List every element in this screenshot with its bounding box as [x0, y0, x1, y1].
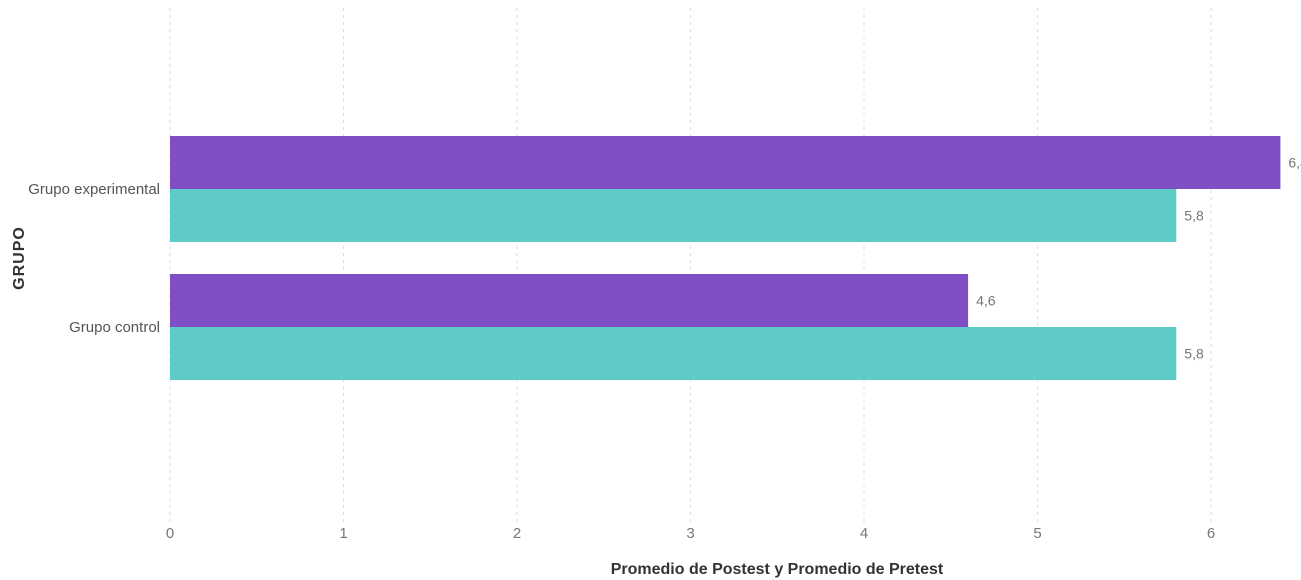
x-axis-ticks: 0 1 2 3 4 5 6	[166, 525, 1215, 542]
y-axis-title: GRUPO	[11, 226, 28, 290]
data-label: 5,8	[1184, 208, 1204, 224]
x-tick-label: 4	[860, 525, 868, 542]
x-tick-label: 6	[1207, 525, 1215, 542]
x-axis-title: Promedio de Postest y Promedio de Pretes…	[611, 561, 944, 578]
category-label: Grupo control	[69, 319, 160, 336]
x-tick-label: 5	[1033, 525, 1041, 542]
bar	[170, 274, 969, 327]
bar	[170, 327, 1177, 380]
data-label: 5,8	[1184, 346, 1204, 362]
y-axis-categories: Grupo experimental Grupo control	[28, 181, 160, 336]
gridlines	[169, 8, 1212, 522]
x-tick-label: 3	[686, 525, 694, 542]
data-label: 6,4	[1288, 155, 1301, 171]
x-tick-label: 2	[513, 525, 521, 542]
x-tick-label: 1	[339, 525, 347, 542]
data-labels: 6,4 5,8 4,6 5,8	[976, 155, 1301, 362]
bar	[170, 189, 1177, 242]
data-label: 4,6	[976, 293, 996, 309]
category-label: Grupo experimental	[28, 181, 160, 198]
bar	[170, 136, 1281, 189]
bars	[170, 136, 1281, 380]
x-tick-label: 0	[166, 525, 174, 542]
